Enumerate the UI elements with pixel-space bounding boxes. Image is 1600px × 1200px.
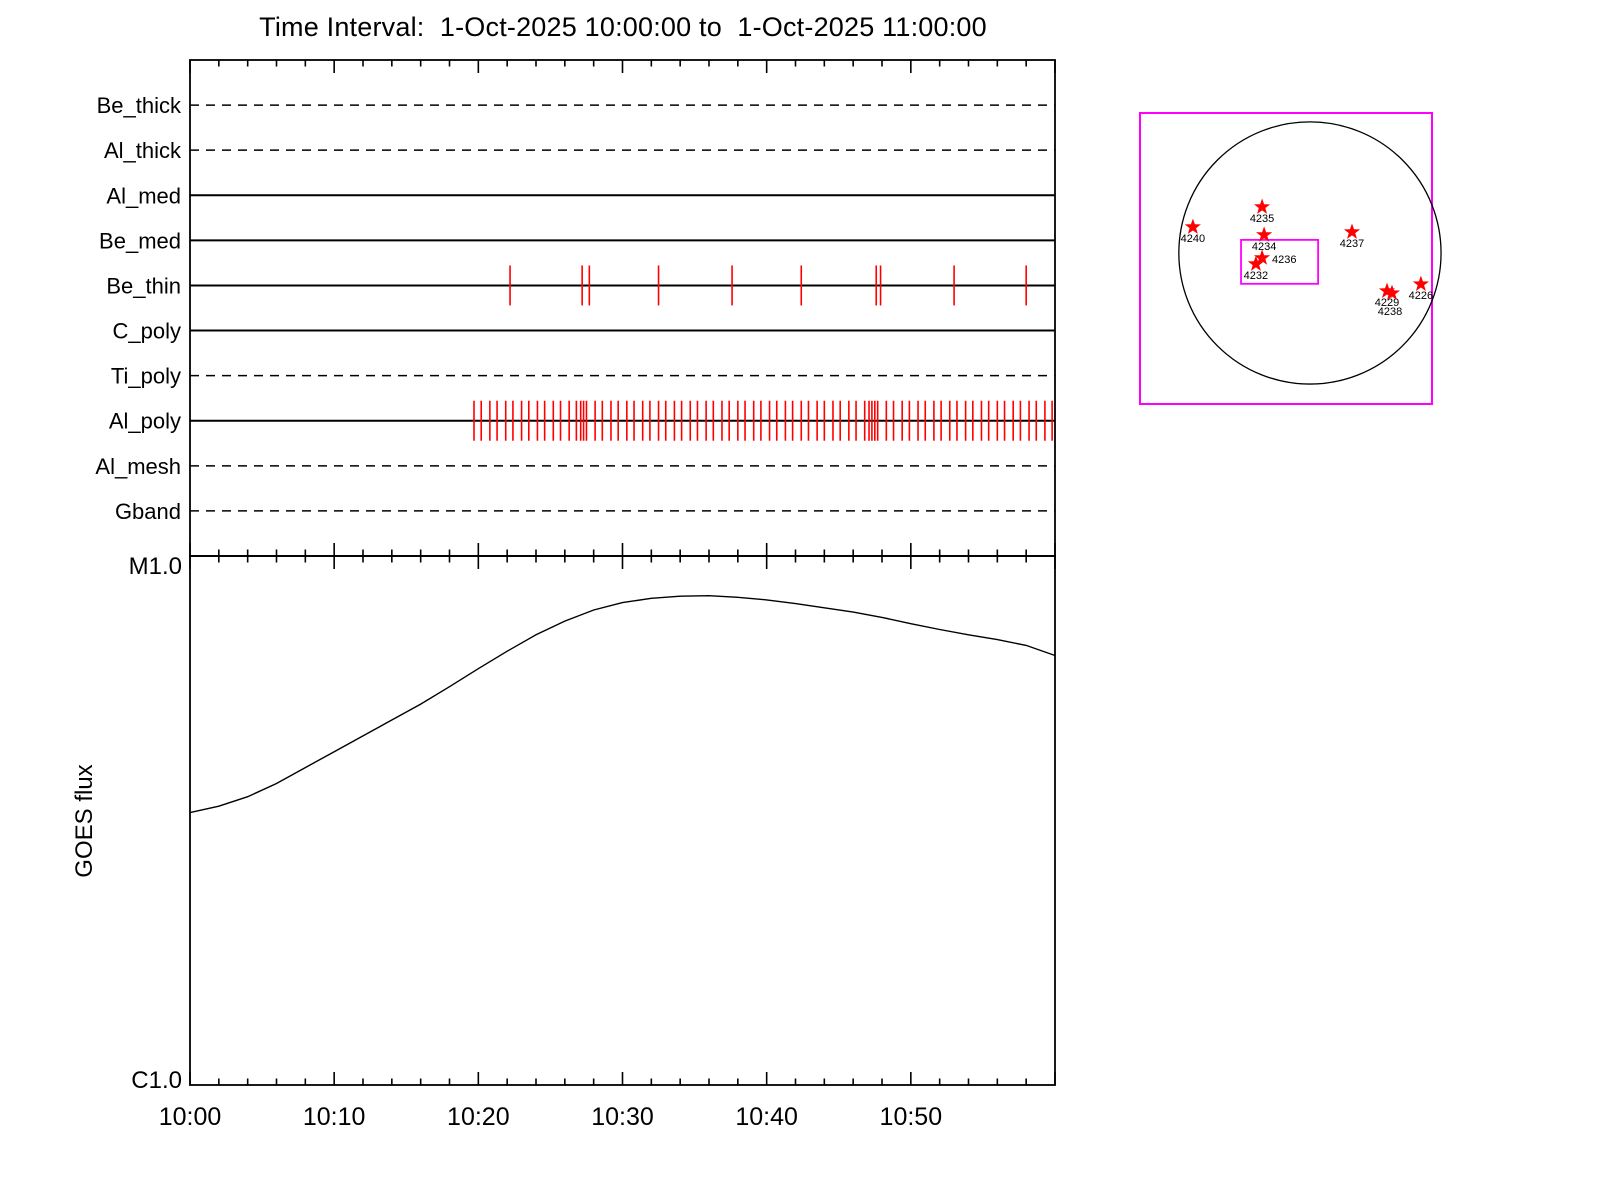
page-title: Time Interval: 1-Oct-2025 10:00:00 to 1-… bbox=[259, 12, 987, 42]
active-region-label: 4234 bbox=[1252, 241, 1276, 253]
target-box bbox=[1240, 238, 1320, 285]
active-region-star bbox=[1412, 275, 1429, 291]
goes-y-bottom-label: C1.0 bbox=[131, 1067, 182, 1094]
active-region-star bbox=[1247, 255, 1264, 271]
active-region-star bbox=[1383, 284, 1401, 300]
active-region-star bbox=[1254, 198, 1271, 214]
filter-row-label: Gband bbox=[115, 499, 181, 524]
active-region-star bbox=[1343, 223, 1361, 239]
filter-row-label: Ti_poly bbox=[111, 364, 181, 389]
active-region-label: 4237 bbox=[1340, 238, 1364, 250]
goes-y-top-label: M1.0 bbox=[129, 553, 182, 580]
x-tick-label: 10:20 bbox=[447, 1103, 510, 1131]
active-region-star bbox=[1184, 218, 1201, 234]
active-region-label: 4238 bbox=[1378, 306, 1402, 318]
goes-y-axis-title: GOES flux bbox=[71, 764, 98, 877]
filter-row-label: Be_thick bbox=[97, 93, 182, 118]
solar-disk bbox=[1178, 121, 1442, 385]
x-tick-label: 10:00 bbox=[159, 1103, 222, 1131]
x-tick-label: 10:30 bbox=[591, 1103, 654, 1131]
context-fov-frame bbox=[1139, 112, 1433, 405]
active-region-label: 4236 bbox=[1272, 254, 1296, 266]
goes-flux-curve bbox=[189, 594, 1056, 814]
active-region-label: 4240 bbox=[1181, 233, 1205, 245]
filter-row-label: Al_med bbox=[106, 183, 181, 208]
active-region-label: 4229 bbox=[1375, 297, 1399, 309]
filter-row-label: Be_med bbox=[99, 228, 181, 253]
active-region-label: 4235 bbox=[1250, 213, 1274, 225]
x-tick-label: 10:40 bbox=[735, 1103, 798, 1131]
active-region-star bbox=[1256, 226, 1273, 242]
active-region-star bbox=[1254, 249, 1271, 265]
filter-row-label: Be_thin bbox=[106, 273, 181, 298]
x-tick-label: 10:50 bbox=[880, 1103, 943, 1131]
filter-row-label: Al_poly bbox=[109, 409, 181, 434]
filter-row-label: Al_thick bbox=[104, 138, 182, 163]
x-tick-label: 10:10 bbox=[303, 1103, 366, 1131]
filter-row-label: C_poly bbox=[113, 319, 181, 344]
active-region-label: 4232 bbox=[1244, 270, 1268, 282]
filter-row-label: Al_mesh bbox=[95, 454, 181, 479]
active-region-label: 4226 bbox=[1409, 290, 1433, 302]
goes-flux-frame bbox=[189, 555, 1056, 1086]
filter-timeline-frame bbox=[189, 59, 1056, 557]
active-region-star bbox=[1378, 282, 1396, 298]
